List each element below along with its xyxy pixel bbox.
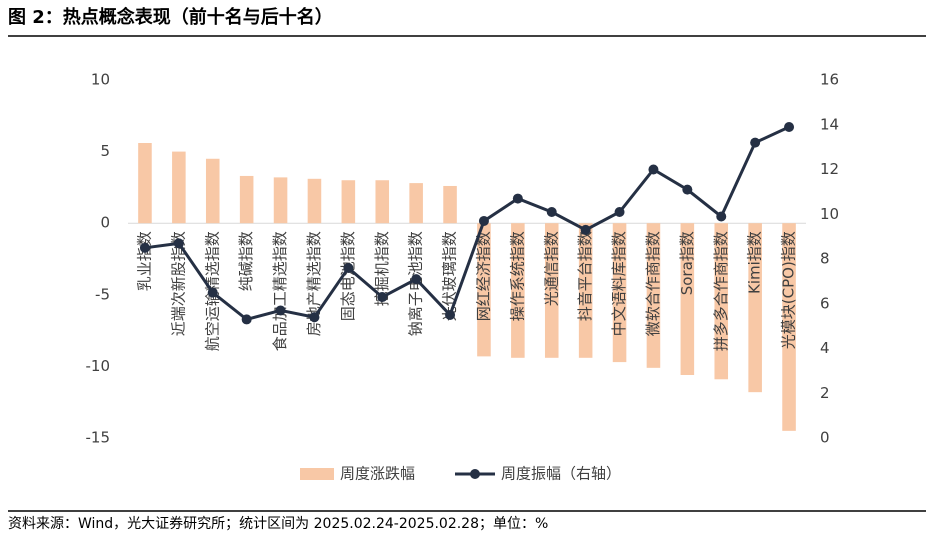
x-tick-label: 乳业指数 — [135, 231, 153, 291]
y2-tick-label: 0 — [820, 429, 830, 447]
x-tick-label: 抖音平台指数 — [576, 231, 594, 321]
y2-tick-label: 4 — [820, 339, 830, 357]
legend-label: 周度振幅（右轴） — [501, 465, 621, 483]
line-point — [478, 215, 489, 226]
y2-tick-label: 14 — [820, 115, 839, 133]
bar — [172, 151, 186, 224]
bar — [375, 180, 390, 224]
x-tick-label: 微软合作商指数 — [644, 231, 662, 336]
y2-tick-label: 6 — [820, 294, 830, 312]
line-point — [275, 305, 286, 316]
y-tick-label: 0 — [100, 214, 110, 232]
bar — [443, 185, 457, 224]
y2-tick-label: 8 — [820, 250, 830, 268]
line-point — [241, 314, 252, 325]
x-tick-label: 光模块(CPO)指数 — [780, 231, 798, 349]
line-point — [614, 207, 625, 218]
legend-swatch — [470, 469, 480, 479]
legend-label: 周度涨跌幅 — [340, 465, 415, 483]
y-tick-label: -15 — [86, 429, 111, 447]
line-point — [750, 137, 761, 148]
bar — [138, 143, 152, 224]
y2-tick-label: 2 — [820, 384, 830, 402]
line-point — [445, 309, 456, 320]
x-tick-label: 挖掘机指数 — [373, 231, 391, 306]
line-point — [648, 164, 659, 175]
x-tick-label: Kimi指数 — [746, 231, 764, 294]
bar — [748, 223, 762, 393]
y2-tick-label: 12 — [820, 160, 839, 178]
y-tick-label: 5 — [100, 142, 110, 160]
line-point — [546, 207, 557, 218]
x-tick-label: 拼多多合作商指数 — [712, 231, 730, 351]
y-tick-label: 10 — [91, 71, 110, 89]
bar — [307, 178, 322, 224]
bar — [578, 223, 593, 358]
bar — [477, 223, 491, 357]
bar — [646, 223, 661, 368]
line-point — [411, 274, 422, 285]
bar — [714, 223, 729, 380]
line-point — [580, 224, 591, 235]
bar — [782, 223, 796, 431]
x-tick-label: 食品加工精选指数 — [271, 231, 289, 351]
y-tick-label: -10 — [86, 357, 111, 375]
bar — [409, 183, 423, 224]
bar — [511, 223, 525, 358]
line-point — [784, 121, 795, 132]
x-tick-label: 近端次新股指数 — [169, 231, 187, 336]
line-point — [139, 242, 150, 253]
x-tick-label: 光伏玻璃指数 — [441, 231, 459, 321]
y2-tick-label: 16 — [820, 71, 839, 89]
x-tick-label: 网红经济指数 — [474, 231, 492, 321]
chart-title: 图 2：热点概念表现（前十名与后十名） — [8, 6, 333, 28]
line-point — [682, 184, 693, 195]
line-point — [512, 193, 523, 204]
line-point — [309, 312, 320, 323]
bar — [612, 223, 627, 363]
x-tick-label: 光通信指数 — [542, 231, 560, 306]
line — [144, 125, 790, 322]
bar — [680, 223, 695, 375]
line-point — [207, 287, 218, 298]
line-point — [343, 262, 354, 273]
bar — [273, 177, 288, 224]
x-tick-label: 中文语料库指数 — [610, 231, 628, 336]
x-tick-label: 纯碱指数 — [237, 231, 255, 291]
x-tick-label: 固态电池指数 — [339, 231, 357, 321]
line-point — [173, 238, 184, 249]
line-point — [377, 292, 388, 303]
x-tick-label: Sora指数 — [678, 231, 696, 295]
bar — [205, 158, 220, 224]
source-note: 资料来源：Wind，光大证券研究所；统计区间为 2025.02.24-2025.… — [8, 516, 548, 532]
bar — [544, 223, 559, 358]
legend-swatch — [300, 468, 334, 480]
x-tick-label: 操作系统指数 — [508, 231, 526, 321]
bar — [239, 175, 254, 224]
y-tick-label: -5 — [95, 285, 110, 303]
y2-tick-label: 10 — [820, 205, 839, 223]
bar — [341, 180, 356, 224]
line-point — [716, 211, 727, 222]
